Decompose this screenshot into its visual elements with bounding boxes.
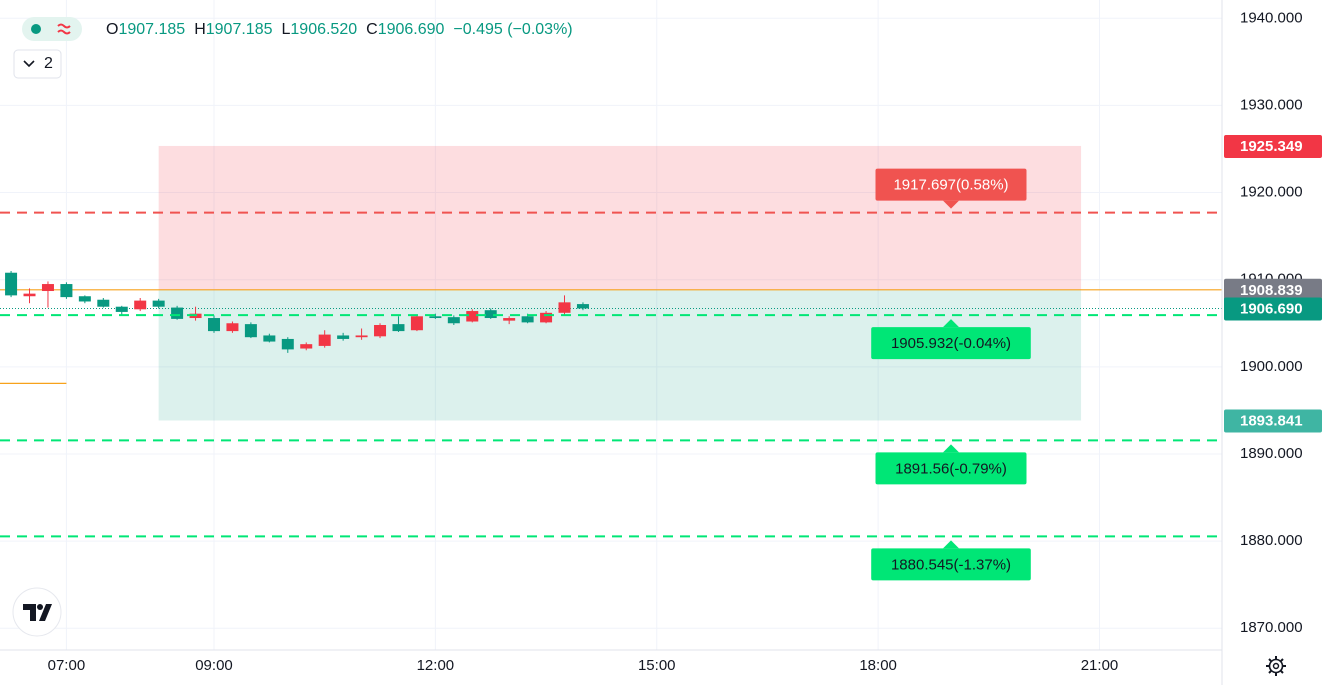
candle-body bbox=[281, 338, 294, 350]
interval-count: 2 bbox=[44, 55, 53, 72]
candle-body bbox=[410, 316, 423, 331]
level-label-box bbox=[875, 168, 1027, 201]
ohlc-value: 1907.185 bbox=[118, 21, 185, 38]
candle-body bbox=[503, 318, 516, 321]
x-tick-label: 18:00 bbox=[859, 657, 897, 674]
price-badge-label: 1906.690 bbox=[1240, 301, 1303, 318]
level-label-arrow bbox=[943, 540, 959, 549]
candle-body bbox=[429, 316, 442, 319]
status-pill[interactable] bbox=[22, 17, 82, 41]
y-tick-label: 1870.000 bbox=[1240, 619, 1303, 636]
level-label-box bbox=[871, 548, 1031, 581]
candle-body bbox=[207, 318, 220, 332]
candle-body bbox=[447, 317, 460, 324]
price-badge-label: 1908.839 bbox=[1240, 282, 1303, 299]
ohlc-key: O bbox=[106, 21, 118, 38]
stop-zone bbox=[158, 145, 1082, 290]
candle-body bbox=[41, 284, 54, 292]
y-tick-label: 1900.000 bbox=[1240, 358, 1303, 375]
level-label: 1905.932(-0.04%) bbox=[891, 335, 1011, 352]
ohlc-key: L bbox=[281, 21, 290, 38]
status-icon bbox=[57, 23, 71, 35]
price-badge bbox=[1224, 409, 1322, 433]
ohlc-change: −0.495 (−0.03%) bbox=[453, 21, 572, 38]
status-dot bbox=[31, 24, 41, 34]
candle-body bbox=[244, 324, 257, 338]
candle-body bbox=[134, 300, 147, 310]
candle-body bbox=[576, 304, 589, 309]
candle-body bbox=[171, 307, 184, 319]
candle-body bbox=[5, 272, 18, 296]
ohlc-value: 1907.185 bbox=[206, 21, 273, 38]
price-badge bbox=[1224, 297, 1322, 321]
x-tick-label: 09:00 bbox=[195, 657, 233, 674]
x-tick-label: 21:00 bbox=[1081, 657, 1119, 674]
logo-mark bbox=[37, 604, 43, 610]
ohlc-value: 1906.690 bbox=[378, 21, 445, 38]
y-tick-label: 1880.000 bbox=[1240, 532, 1303, 549]
candle-body bbox=[484, 310, 497, 319]
price-badge-label: 1893.841 bbox=[1240, 412, 1303, 429]
candle-body bbox=[374, 325, 387, 337]
level-label-box bbox=[871, 327, 1031, 360]
level-label-arrow bbox=[943, 200, 959, 209]
level-label: 1891.56(-0.79%) bbox=[895, 460, 1007, 477]
candle-body bbox=[318, 334, 331, 346]
candle-body bbox=[115, 306, 128, 312]
candle-body bbox=[392, 324, 405, 332]
candle-body bbox=[558, 302, 571, 313]
candle-body bbox=[466, 311, 479, 322]
x-tick-label: 15:00 bbox=[638, 657, 676, 674]
settings-icon[interactable] bbox=[1266, 656, 1286, 676]
chevron-icon bbox=[23, 60, 35, 68]
x-tick-label: 12:00 bbox=[417, 657, 455, 674]
candle-body bbox=[263, 335, 276, 342]
candle-body bbox=[60, 284, 73, 298]
level-label: 1917.697(0.58%) bbox=[893, 177, 1008, 194]
level-label-arrow bbox=[943, 444, 959, 453]
y-tick-label: 1890.000 bbox=[1240, 445, 1303, 462]
ohlc-value: 1906.520 bbox=[290, 21, 357, 38]
candle-body bbox=[521, 316, 534, 323]
collapse-button[interactable] bbox=[13, 49, 62, 79]
price-badge bbox=[1224, 134, 1322, 158]
candle-body bbox=[226, 323, 239, 332]
ohlc-key: H bbox=[194, 21, 206, 38]
price-badge bbox=[1224, 278, 1322, 302]
logo-mark bbox=[23, 604, 52, 621]
candle-body bbox=[23, 293, 36, 297]
price-badge-label: 1925.349 bbox=[1240, 138, 1303, 155]
candle-body bbox=[97, 299, 110, 307]
level-label-box bbox=[875, 452, 1027, 485]
candle-body bbox=[337, 335, 350, 339]
ohlc-legend: O1907.185 H1907.185 L1906.520 C1906.690 −0.4… bbox=[106, 21, 573, 38]
y-tick-label: 1940.000 bbox=[1240, 9, 1303, 26]
logo[interactable] bbox=[12, 587, 62, 637]
plot-layer: 1917.697(0.58%) 1905.932(-0.04%) 1891.56(-… bbox=[0, 0, 1222, 650]
x-tick-label: 07:00 bbox=[48, 657, 86, 674]
level-label-arrow bbox=[943, 319, 959, 328]
candle-body bbox=[355, 335, 368, 338]
candle-body bbox=[540, 312, 553, 323]
candle-body bbox=[300, 344, 313, 349]
y-tick-label: 1930.000 bbox=[1240, 96, 1303, 113]
level-label: 1880.545(-1.37%) bbox=[891, 556, 1011, 573]
y-tick-label: 1920.000 bbox=[1240, 184, 1303, 201]
candle-body bbox=[78, 296, 91, 302]
ohlc-key: C bbox=[366, 21, 378, 38]
candle-body bbox=[152, 300, 165, 307]
